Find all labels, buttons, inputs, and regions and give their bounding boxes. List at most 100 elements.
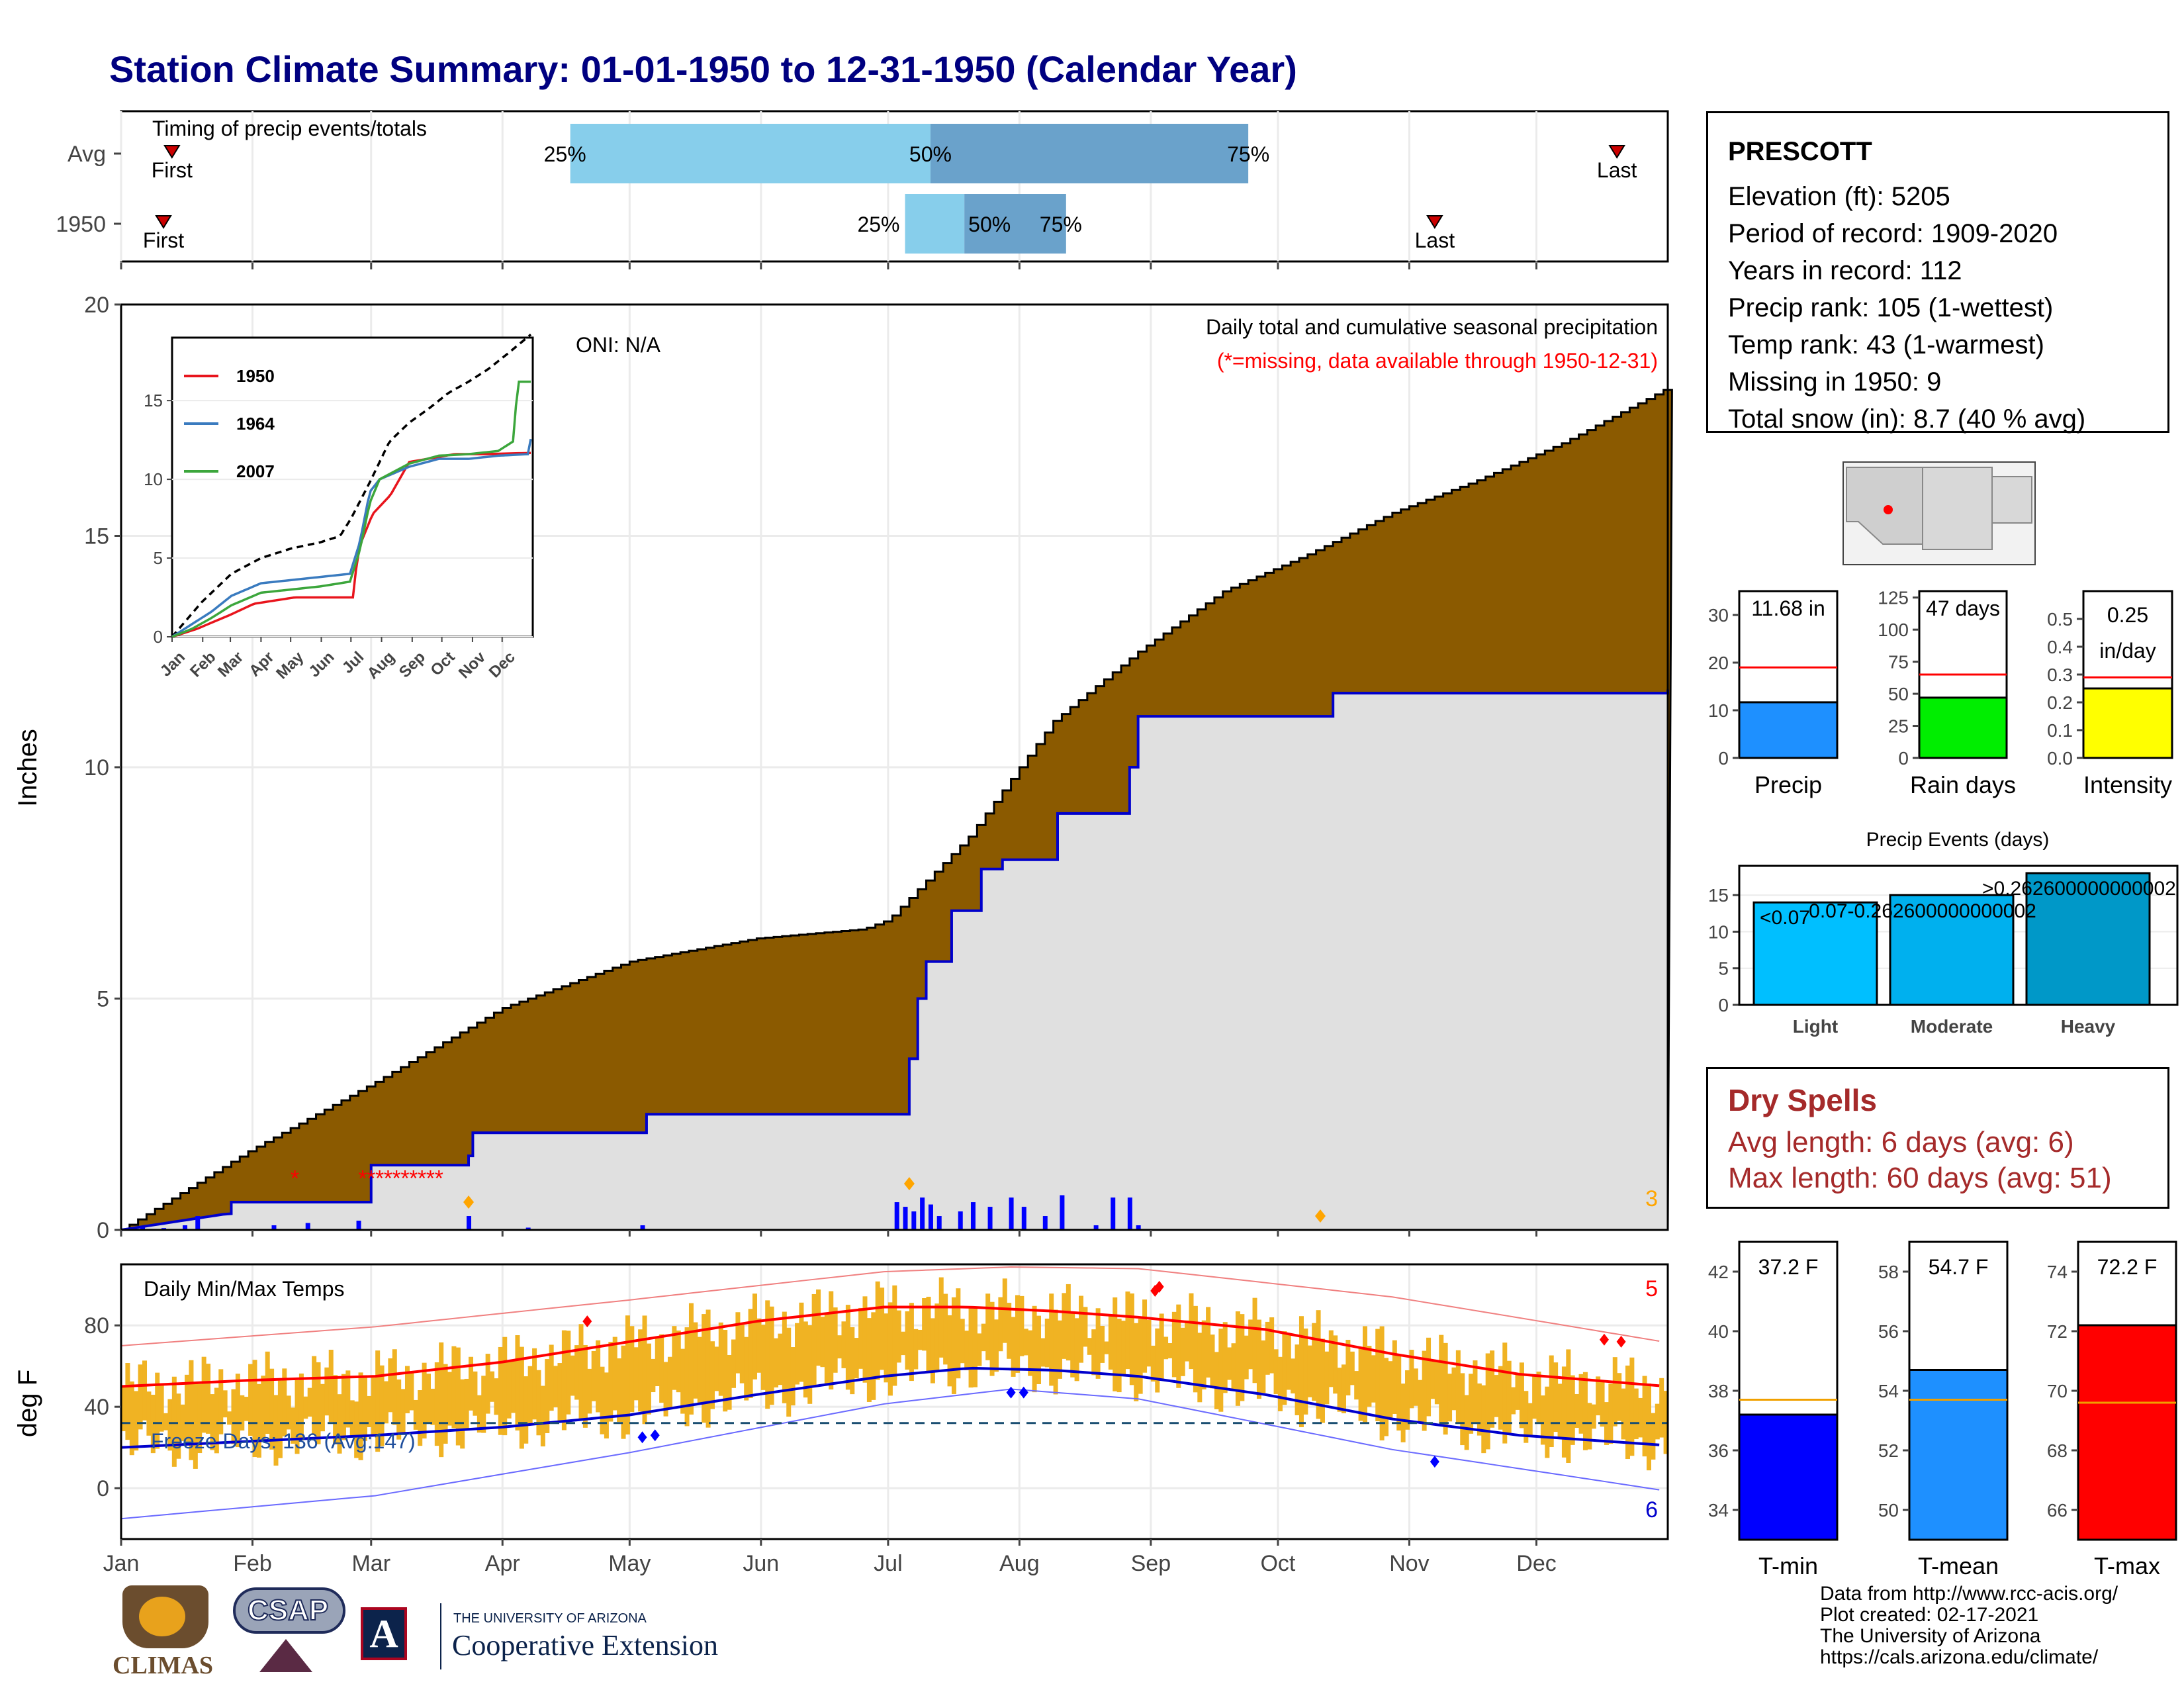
daily-temp-bar (354, 1401, 359, 1458)
daily-temp-bar (341, 1374, 346, 1440)
daily-temp-bar (1430, 1361, 1435, 1399)
inset-series-line (171, 380, 531, 638)
daily-temp-bar (1273, 1349, 1279, 1394)
daily-temp-bar (439, 1342, 444, 1458)
daily-temp-bar (1036, 1315, 1041, 1385)
daily-temp-bar (481, 1376, 486, 1433)
daily-temp-bar (277, 1380, 283, 1458)
inset-ytick-label: 15 (144, 391, 163, 410)
daily-temp-bar (125, 1363, 130, 1440)
daily-precip-bar (640, 1225, 645, 1230)
daily-temp-bar (1587, 1403, 1592, 1450)
record-low-marker (1430, 1456, 1439, 1468)
inset-frame (171, 336, 534, 638)
daily-temp-bar (582, 1344, 588, 1428)
inset-ytick-label: 0 (154, 627, 163, 647)
daily-temp-bar (1481, 1385, 1486, 1454)
inset-series-line (171, 333, 532, 638)
daily-temp-bar (1506, 1360, 1512, 1435)
daily-temp-bar (1625, 1365, 1630, 1460)
daily-temp-bar (837, 1335, 842, 1359)
record-high-marker (1599, 1333, 1609, 1346)
daily-temp-bar (121, 1386, 126, 1432)
missing-marker: * (358, 1166, 367, 1192)
mini-chart-ytick-label: 34 (1708, 1500, 1729, 1521)
daily-temp-bar (218, 1369, 224, 1434)
mini-chart-ytick-label: 0.5 (2047, 609, 2073, 630)
daily-temp-bar (222, 1390, 228, 1418)
daily-temp-bar (1231, 1343, 1236, 1390)
daily-temp-bar (1591, 1404, 1596, 1429)
ua-divider (440, 1603, 441, 1669)
daily-temp-bar (1062, 1293, 1067, 1359)
daily-temp-bar (909, 1303, 914, 1382)
daily-temp-bar (451, 1346, 457, 1429)
timing-bar-upper (930, 124, 1249, 183)
daily-temp-bar (1490, 1350, 1495, 1428)
credit-line: Data from http://www.rcc-acis.org/ (1820, 1583, 2118, 1605)
daily-temp-bar (396, 1379, 402, 1440)
daily-temp-bar (901, 1331, 906, 1356)
daily-temp-bar (723, 1330, 728, 1412)
timing-bar-lower (905, 194, 965, 254)
daily-precip-bar (467, 1216, 472, 1230)
daily-temp-bar (1108, 1314, 1113, 1370)
daily-temp-bar (1167, 1343, 1173, 1358)
daily-temp-bar (1612, 1357, 1617, 1427)
station-line: Missing in 1950: 9 (1728, 367, 1942, 397)
daily-temp-bar (434, 1362, 439, 1446)
daily-temp-bar (672, 1326, 677, 1390)
daily-temp-bar (1316, 1310, 1321, 1419)
daily-temp-bar (752, 1293, 758, 1380)
daily-temp-bar (1596, 1376, 1601, 1416)
mini-chart-ytick-label: 72 (2047, 1321, 2068, 1342)
mini-chart-ytick-label: 0.4 (2047, 637, 2073, 657)
climas-logo-text: CLIMAS (113, 1652, 214, 1679)
daily-temp-bar (1214, 1352, 1219, 1409)
daily-temp-bar (515, 1335, 520, 1430)
daily-temp-bar (702, 1314, 707, 1423)
temp-title: Daily Min/Max Temps (144, 1277, 344, 1301)
daily-temp-bar (981, 1323, 986, 1352)
events-title: Precip Events (days) (1866, 829, 2050, 851)
record-high-line (120, 1266, 1660, 1346)
daily-temp-bar (1519, 1362, 1524, 1429)
daily-temp-bar (349, 1400, 355, 1438)
daily-temp-bar (142, 1360, 148, 1421)
mini-chart-ytick-label: 0 (1898, 748, 1909, 769)
daily-temp-bar (977, 1333, 982, 1366)
daily-temp-bar (1095, 1308, 1101, 1379)
daily-temp-bar (803, 1321, 808, 1398)
daily-temp-bar (1574, 1393, 1580, 1429)
events-bar (1889, 894, 2015, 1006)
daily-precip-bar (271, 1225, 277, 1230)
daily-temp-bar (324, 1367, 330, 1416)
daily-temp-bar (684, 1327, 690, 1427)
daily-temp-bar (490, 1371, 495, 1402)
station-location-icon (1884, 505, 1893, 514)
ua-big-text: Cooperative Extension (452, 1629, 719, 1662)
temp-ytick-label: 0 (97, 1476, 109, 1501)
daily-temp-bar (790, 1347, 796, 1406)
daily-precip-bar (525, 1227, 531, 1230)
daily-temp-bar (214, 1387, 219, 1454)
daily-temp-bar (388, 1358, 393, 1413)
mini-chart-ytick-label: 54 (1878, 1381, 1899, 1401)
daily-temp-bar (659, 1334, 664, 1403)
daily-temp-bar (1011, 1317, 1016, 1377)
cumulative-1950-line (120, 689, 1669, 1231)
daily-temp-bar (328, 1350, 334, 1423)
missing-marker: * (375, 1166, 384, 1192)
precip-total-label: Precip (1754, 771, 1822, 798)
daily-temp-bar (1515, 1373, 1520, 1410)
daily-temp-bar (1422, 1350, 1427, 1431)
daily-temp-bar (422, 1362, 427, 1439)
station-line: Precip rank: 105 (1-wettest) (1728, 293, 2054, 322)
daily-temp-bar (159, 1385, 164, 1432)
daily-temp-bar (1540, 1395, 1545, 1445)
daily-temp-bar (782, 1311, 787, 1403)
daily-temp-bar (680, 1348, 686, 1414)
daily-temp-bar (1074, 1318, 1079, 1382)
daily-temp-bar (1040, 1338, 1046, 1367)
precip-ytick-label: 10 (84, 755, 109, 780)
